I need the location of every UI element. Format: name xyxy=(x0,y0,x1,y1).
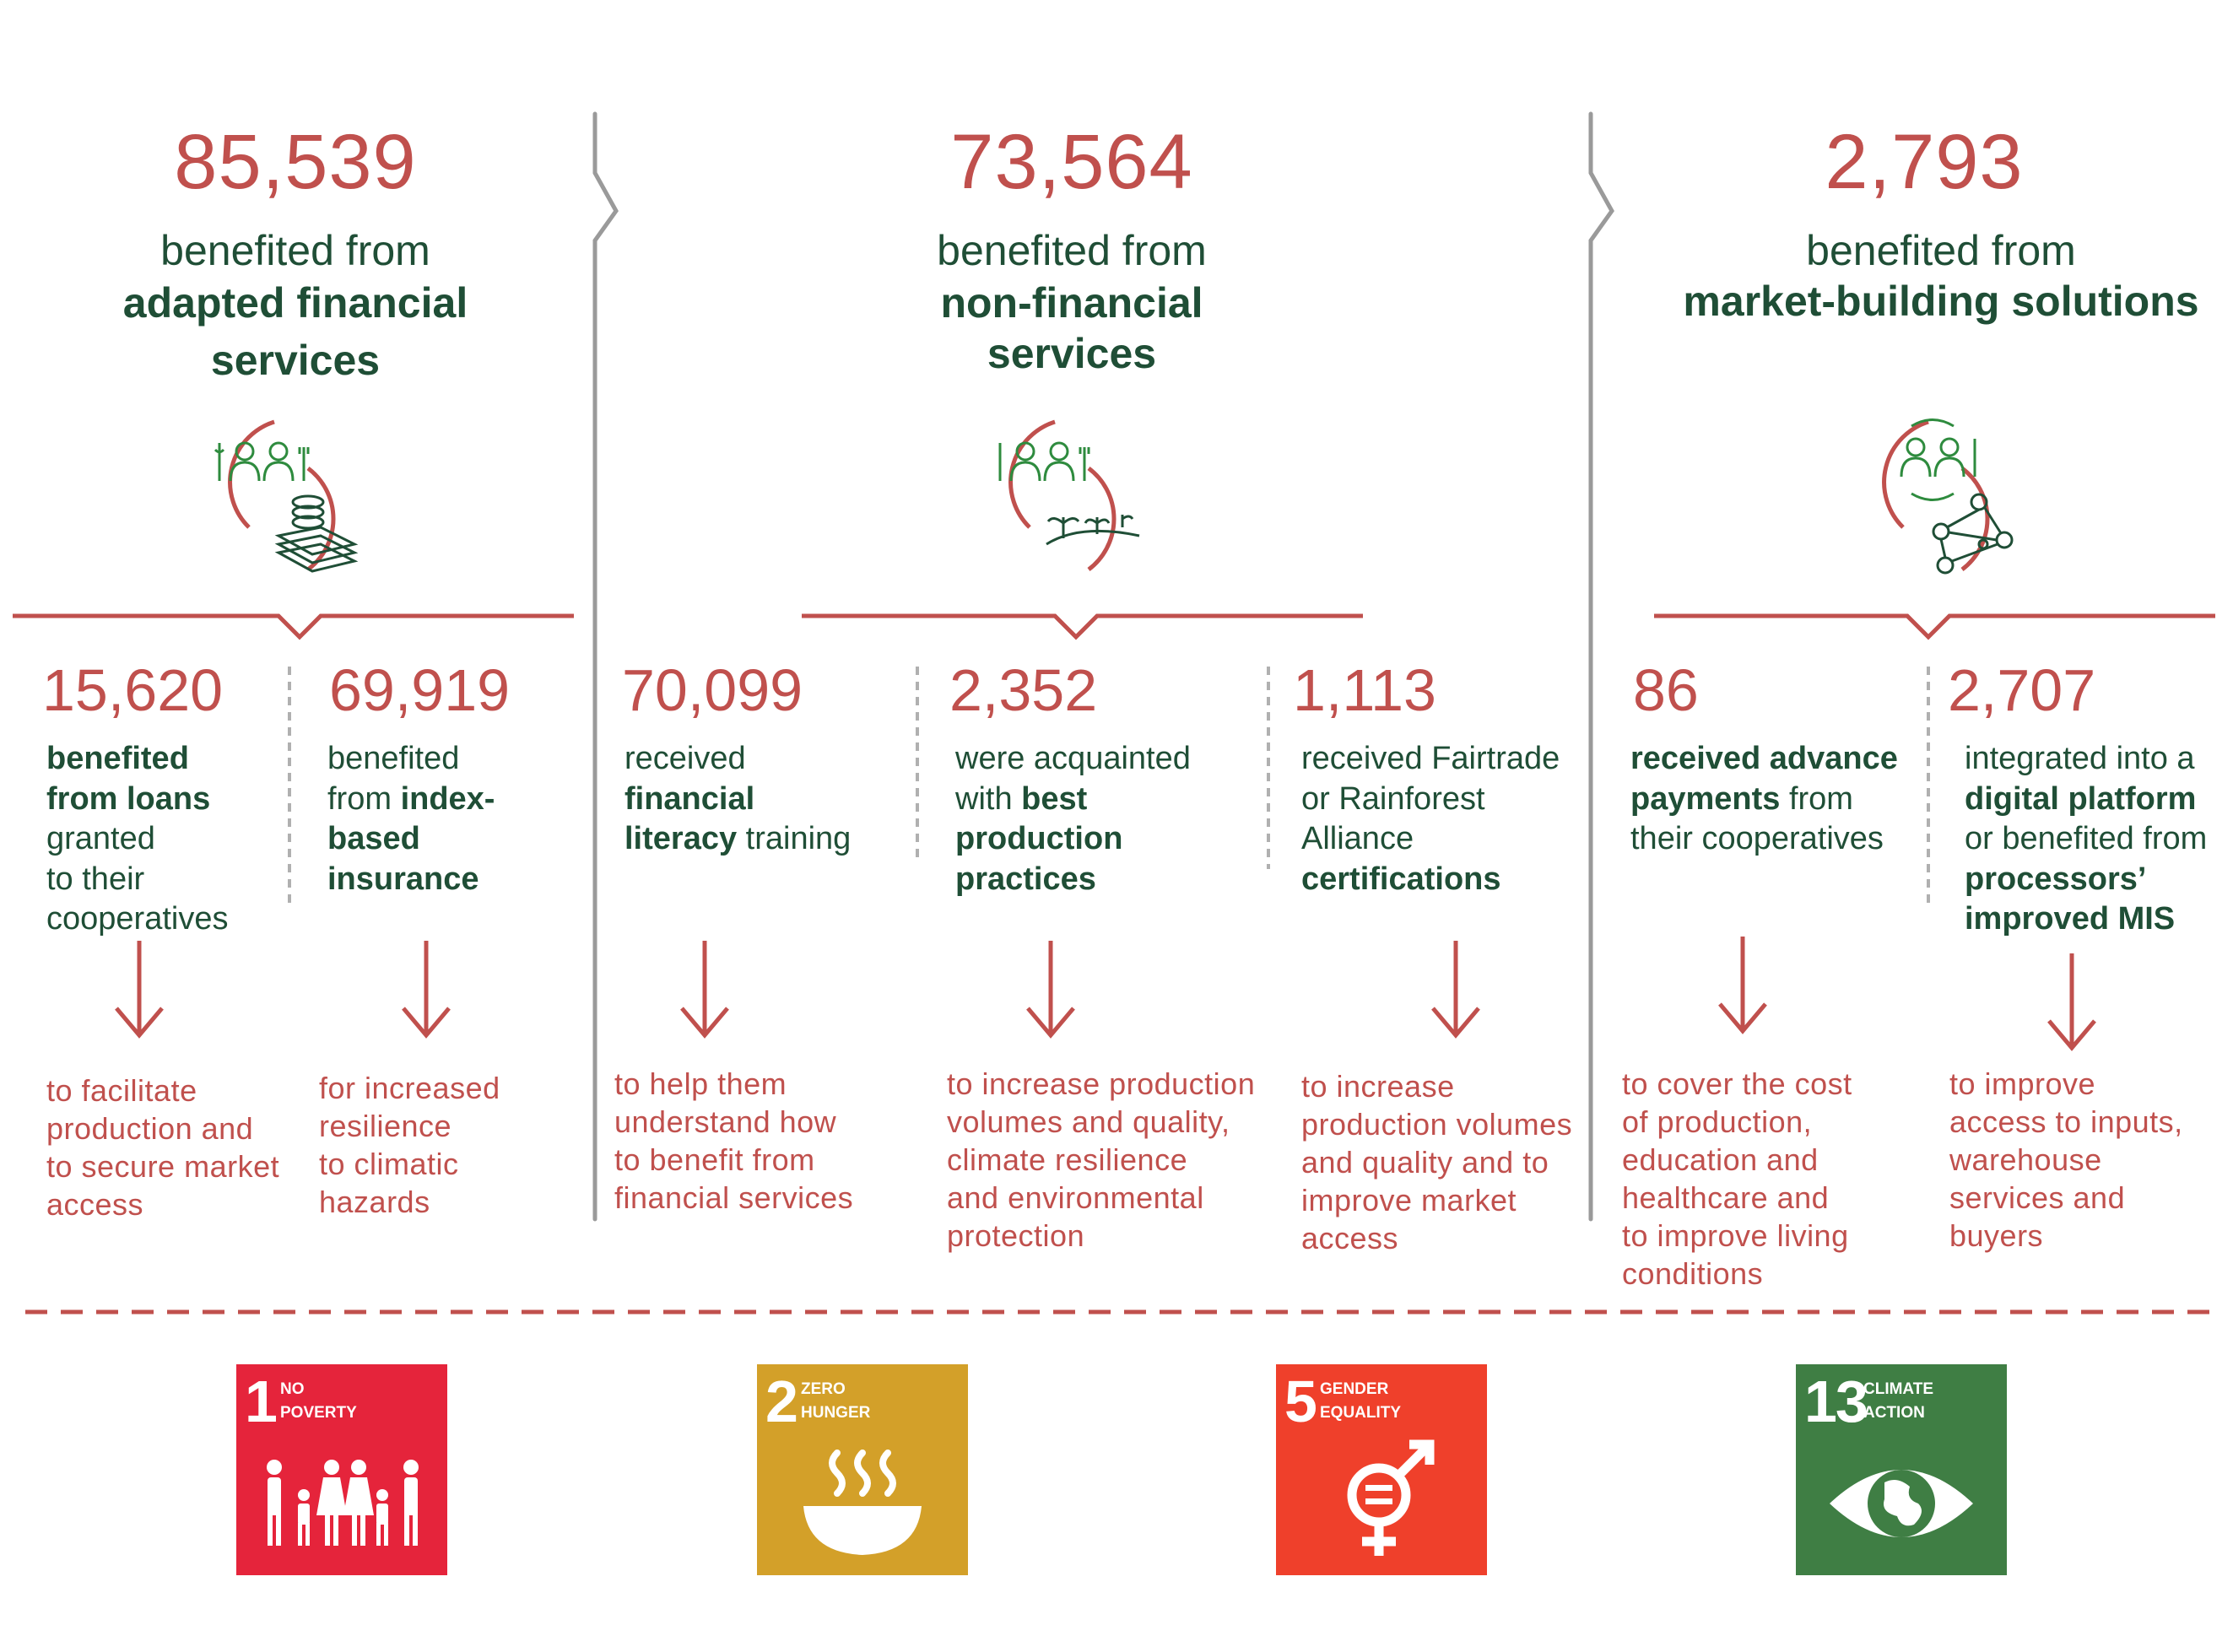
item-divider xyxy=(916,667,919,861)
stat-number: 15,620 xyxy=(42,657,224,723)
stat-outcome: to facilitate production and to secure mar… xyxy=(46,1073,280,1222)
stat-number: 2,352 xyxy=(949,657,1098,723)
arrow-down-icon xyxy=(2047,953,2096,1051)
gender-equality-icon xyxy=(1347,1439,1435,1556)
column-2-line2: non-financial xyxy=(940,279,1203,327)
stat-outcome: to cover the cost of production, education… xyxy=(1622,1066,1852,1291)
stat-description: received financial literacy training xyxy=(624,741,852,856)
item-divider xyxy=(1267,667,1270,869)
stat-description: benefited from loans granted to their co… xyxy=(46,741,229,937)
column-2-total: 73,564 xyxy=(950,119,1193,205)
horizontal-separator xyxy=(25,1309,2219,1315)
column-1-line3: services xyxy=(210,337,381,384)
stat-outcome: to increase production volumes and qualit… xyxy=(947,1066,1256,1253)
stat-number: 2,707 xyxy=(1948,657,2096,723)
arrow-down-icon xyxy=(1718,937,1767,1034)
stat-description: integrated into a digital platform or be… xyxy=(1965,741,2208,937)
arrow-down-icon xyxy=(680,941,729,1039)
stat-description: received advance payments from their coo… xyxy=(1630,741,1898,856)
farmers-plants-icon xyxy=(998,419,1140,571)
stat-description: benefited from index- based insurance xyxy=(327,741,495,897)
farmers-money-icon xyxy=(214,419,359,573)
column-1-bracket xyxy=(13,613,574,640)
column-1-total: 85,539 xyxy=(174,119,417,205)
stat-number: 86 xyxy=(1633,657,1699,723)
sdg-tile-13: 13 CLIMATE ACTION xyxy=(1796,1364,2007,1575)
stat-number: 1,113 xyxy=(1293,657,1436,723)
column-2-line1: benefited from xyxy=(937,227,1207,274)
column-2-line3: services xyxy=(987,330,1157,377)
stat-number: 70,099 xyxy=(622,657,803,723)
family-icon xyxy=(267,1460,419,1546)
arrow-down-icon xyxy=(115,941,164,1039)
stat-number: 69,919 xyxy=(329,657,511,723)
eye-earth-icon xyxy=(1830,1470,1973,1537)
stat-outcome: to improve access to inputs, warehouse serv… xyxy=(1949,1066,2183,1253)
column-divider-2 xyxy=(1588,111,1614,1222)
stat-outcome: to increase production volumes and quality… xyxy=(1301,1069,1573,1255)
arrow-down-icon xyxy=(1431,941,1480,1039)
item-divider xyxy=(1927,667,1930,903)
column-3-bracket xyxy=(1654,613,2215,640)
bowl-icon xyxy=(803,1450,922,1555)
column-divider-1 xyxy=(592,111,619,1222)
column-3-line1: benefited from xyxy=(1806,227,2076,274)
column-2-bracket xyxy=(802,613,1363,640)
sdg-tile-2: 2 ZERO HUNGER xyxy=(757,1364,968,1575)
stat-description: were acquainted with best production pra… xyxy=(955,741,1191,897)
column-1-line2: adapted financial xyxy=(122,279,468,327)
column-3-total: 2,793 xyxy=(1825,119,2024,205)
sdg-tile-1: 1 NO POVERTY xyxy=(236,1364,447,1575)
stat-outcome: for increased resilience to climatic hazard… xyxy=(319,1071,500,1219)
arrow-down-icon xyxy=(1026,941,1075,1039)
arrow-down-icon xyxy=(402,941,451,1039)
stat-outcome: to help them understand how to benefit fro… xyxy=(614,1066,854,1215)
stat-description: received Fairtrade or Rainforest Allianc… xyxy=(1301,741,1560,897)
column-1-line1: benefited from xyxy=(160,227,430,274)
column-3-line2: market-building solutions xyxy=(1683,278,2199,325)
sdg-tile-5: 5 GENDER EQUALITY xyxy=(1276,1364,1487,1575)
farmers-network-icon xyxy=(1882,418,2014,575)
